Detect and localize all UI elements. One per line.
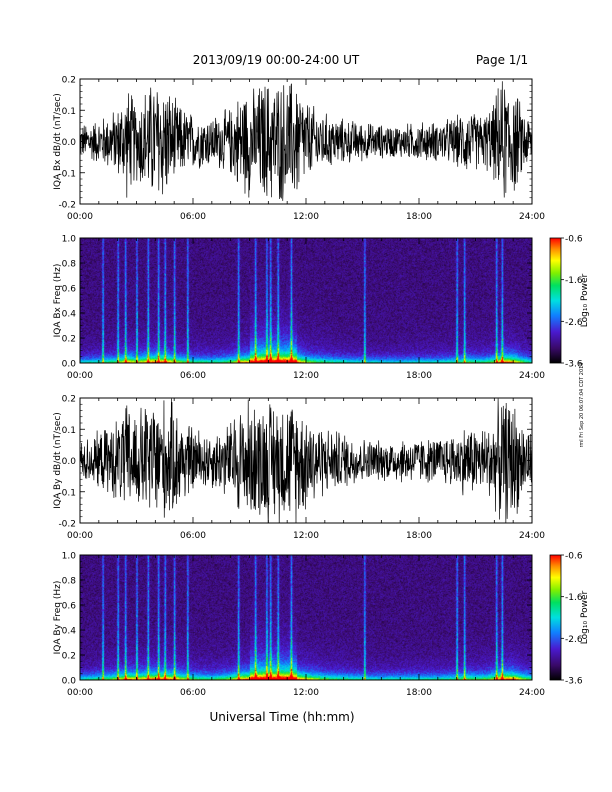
y-tick-label: 0.8: [62, 260, 77, 270]
side-note: rml Fri Sep 20 06:07:04 CDT 2013: [579, 362, 585, 447]
x-tick-label: 12:00: [293, 688, 319, 698]
x-tick-label: 06:00: [180, 371, 206, 381]
x-tick-label: 24:00: [519, 531, 545, 541]
x-tick-label: 12:00: [293, 371, 319, 381]
x-tick-label: 18:00: [406, 531, 432, 541]
x-tick-label: 06:00: [180, 531, 206, 541]
colorbar-tick-label: -1.6: [565, 276, 583, 286]
spectrogram: [80, 555, 532, 680]
y-tick-label: 0.8: [62, 577, 77, 587]
page-indicator: Page 1/1: [476, 53, 528, 67]
x-tick-label: 18:00: [406, 688, 432, 698]
x-tick-label: 06:00: [180, 688, 206, 698]
y-tick-label: -0.2: [58, 520, 76, 530]
panels: 0.20.10.0-0.1-0.200:00 06:00 12:00 18:00 24:…: [53, 76, 590, 699]
y-axis-label: IQA By dB/dt (nT/sec): [53, 412, 63, 509]
y-tick-label: 0.2: [62, 395, 76, 405]
colorbar-tick-label: -2.6: [565, 635, 583, 645]
y-tick-label: -0.2: [58, 201, 76, 211]
y-axis-label: IQA By Freq (Hz): [53, 581, 63, 655]
waveform-trace: [80, 398, 532, 523]
x-tick-label: 24:00: [519, 688, 545, 698]
y-tick-label: 0.6: [62, 602, 77, 612]
x-tick-label: 18:00: [406, 212, 432, 222]
x-tick-label: 00:00: [67, 371, 93, 381]
colorbar-tick-label: -0.6: [565, 235, 583, 245]
y-tick-label: 0.2: [62, 76, 76, 86]
y-tick-label: 0.0: [62, 457, 77, 467]
colorbar-tick-label: -3.6: [565, 677, 583, 687]
colorbar-tick-label: -0.6: [565, 552, 583, 562]
y-tick-label: 0.2: [62, 652, 76, 662]
x-tick-label: 00:00: [67, 212, 93, 222]
x-tick-label: 12:00: [293, 212, 319, 222]
y-tick-label: 1.0: [62, 552, 77, 562]
y-tick-label: 0.1: [62, 107, 76, 117]
y-tick-label: 1.0: [62, 235, 77, 245]
colorbar: [549, 237, 562, 364]
y-tick-label: 0.0: [62, 677, 77, 687]
x-tick-label: 24:00: [519, 212, 545, 222]
colorbar: [549, 554, 562, 681]
x-tick-label: 00:00: [67, 531, 93, 541]
x-tick-label: 18:00: [406, 371, 432, 381]
y-tick-label: 0.0: [62, 360, 77, 370]
y-axis-label: IQA Bx dB/dt (nT/sec): [53, 93, 63, 190]
x-tick-label: 00:00: [67, 688, 93, 698]
y-tick-label: 0.6: [62, 285, 77, 295]
colorbar-label: Log₁₀ Power: [580, 591, 590, 645]
waveform-trace: [80, 81, 532, 201]
colorbar-tick-label: -2.6: [565, 318, 583, 328]
x-tick-label: 06:00: [180, 212, 206, 222]
colorbar-label: Log₁₀ Power: [580, 274, 590, 328]
spectrogram: [80, 238, 532, 363]
y-axis-label: IQA Bx Freq (Hz): [53, 264, 63, 338]
y-tick-label: 0.4: [62, 310, 77, 320]
y-tick-label: 0.2: [62, 335, 76, 345]
y-tick-label: 0.1: [62, 426, 76, 436]
x-tick-label: 12:00: [293, 531, 319, 541]
panel-1: 0.2 0.1 0.0 -0.1 -0.200:00 06:00 12:00 18:00 24:…: [53, 76, 545, 223]
panel-3: 0.2 0.1 0.0 -0.1 -0.200:00 06:00 12:00 18:00 24:…: [53, 395, 545, 542]
y-tick-label: -0.1: [58, 169, 76, 179]
y-tick-label: -0.1: [58, 488, 76, 498]
x-axis-title: Universal Time (hh:mm): [209, 710, 354, 724]
panel-4: -0.6 -1.6 -2.6 -3.6 Log₁₀ Power 1.0 0.8 0.6 0.4 0…: [53, 552, 590, 699]
colorbar-tick-label: -1.6: [565, 593, 583, 603]
x-tick-label: 24:00: [519, 371, 545, 381]
colorbar-tick-label: -3.6: [565, 360, 583, 370]
panel-2: -0.6 -1.6 -2.6 -3.6 Log₁₀ Power 1.0 0.8 0.6 0.4 0…: [53, 235, 590, 382]
figure-title: 2013/09/19 00:00-24:00 UT: [193, 53, 360, 67]
y-tick-label: 0.4: [62, 627, 77, 637]
y-tick-label: 0.0: [62, 138, 77, 148]
